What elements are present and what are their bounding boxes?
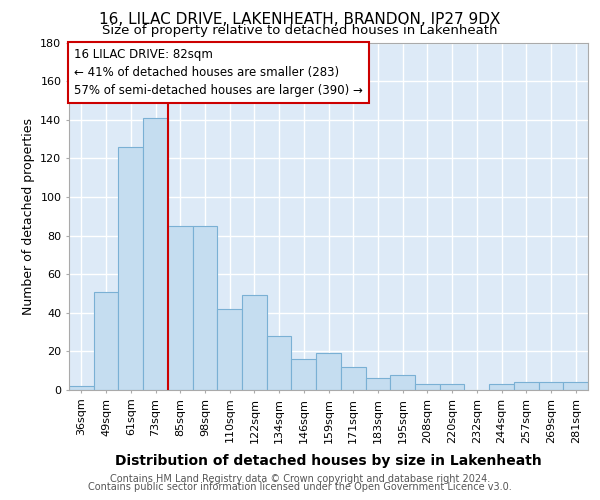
Bar xyxy=(390,374,415,390)
Text: Contains HM Land Registry data © Crown copyright and database right 2024.: Contains HM Land Registry data © Crown c… xyxy=(110,474,490,484)
Bar xyxy=(489,384,514,390)
Text: 16 LILAC DRIVE: 82sqm
← 41% of detached houses are smaller (283)
57% of semi-det: 16 LILAC DRIVE: 82sqm ← 41% of detached … xyxy=(74,48,363,96)
Y-axis label: Number of detached properties: Number of detached properties xyxy=(22,118,35,315)
X-axis label: Distribution of detached houses by size in Lakenheath: Distribution of detached houses by size … xyxy=(115,454,542,468)
Bar xyxy=(143,118,168,390)
Bar xyxy=(365,378,390,390)
Bar xyxy=(292,359,316,390)
Bar xyxy=(267,336,292,390)
Bar xyxy=(69,386,94,390)
Bar xyxy=(539,382,563,390)
Bar xyxy=(94,292,118,390)
Bar xyxy=(341,367,365,390)
Bar xyxy=(514,382,539,390)
Bar xyxy=(440,384,464,390)
Bar xyxy=(316,354,341,390)
Bar xyxy=(193,226,217,390)
Bar xyxy=(415,384,440,390)
Bar xyxy=(563,382,588,390)
Bar xyxy=(217,309,242,390)
Text: Contains public sector information licensed under the Open Government Licence v3: Contains public sector information licen… xyxy=(88,482,512,492)
Bar xyxy=(242,296,267,390)
Bar xyxy=(118,147,143,390)
Text: 16, LILAC DRIVE, LAKENHEATH, BRANDON, IP27 9DX: 16, LILAC DRIVE, LAKENHEATH, BRANDON, IP… xyxy=(99,12,501,27)
Text: Size of property relative to detached houses in Lakenheath: Size of property relative to detached ho… xyxy=(102,24,498,37)
Bar xyxy=(168,226,193,390)
